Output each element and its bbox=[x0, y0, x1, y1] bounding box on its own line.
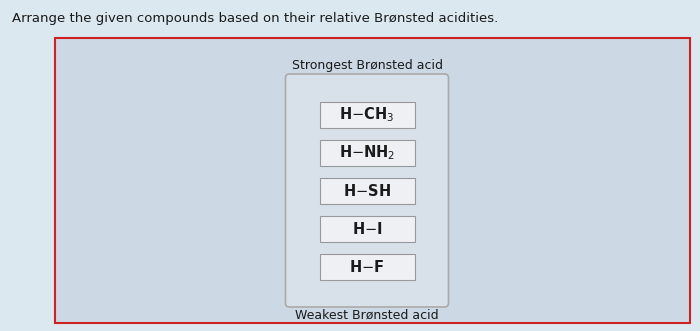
Text: H$-$NH$_2$: H$-$NH$_2$ bbox=[339, 143, 395, 162]
Text: H$-$I: H$-$I bbox=[351, 220, 382, 237]
FancyBboxPatch shape bbox=[319, 102, 414, 127]
Text: H$-$SH: H$-$SH bbox=[343, 182, 391, 199]
Text: Arrange the given compounds based on their relative Brønsted acidities.: Arrange the given compounds based on the… bbox=[12, 12, 498, 25]
FancyBboxPatch shape bbox=[319, 177, 414, 204]
Text: H$-$F: H$-$F bbox=[349, 259, 385, 274]
FancyBboxPatch shape bbox=[319, 254, 414, 279]
FancyBboxPatch shape bbox=[286, 74, 449, 307]
Text: H$-$CH$_3$: H$-$CH$_3$ bbox=[340, 105, 395, 124]
Text: Strongest Brønsted acid: Strongest Brønsted acid bbox=[291, 60, 442, 72]
FancyBboxPatch shape bbox=[55, 38, 690, 323]
FancyBboxPatch shape bbox=[319, 139, 414, 166]
FancyBboxPatch shape bbox=[319, 215, 414, 242]
Text: Weakest Brønsted acid: Weakest Brønsted acid bbox=[295, 308, 439, 321]
